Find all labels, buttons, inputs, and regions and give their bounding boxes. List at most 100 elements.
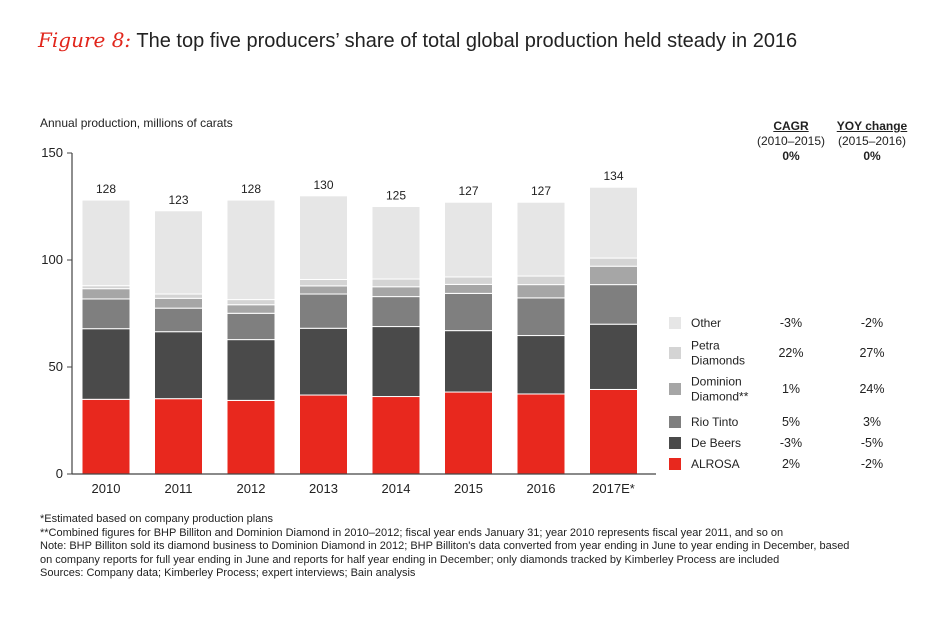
legend-cagr-value: 1% <box>782 382 800 396</box>
bar-segment <box>516 201 566 277</box>
legend-swatch <box>669 317 681 329</box>
legend-yoy-value: 27% <box>859 346 884 360</box>
bar-total-label: 125 <box>386 189 406 203</box>
legend-label: Petra Diamonds <box>691 339 745 368</box>
legend-label: De Beers <box>691 436 741 450</box>
footnote-line: Note: BHP Billiton sold its diamond busi… <box>40 540 850 552</box>
x-tick-label: 2011 <box>165 481 193 496</box>
legend-label-line: Petra <box>691 339 720 353</box>
bar-segment <box>81 398 131 475</box>
bar-segment <box>444 391 493 475</box>
x-tick-label: 2012 <box>237 481 266 496</box>
legend-yoy-value: -5% <box>861 436 883 450</box>
y-tick-label: 150 <box>41 145 63 160</box>
legend-label-line: Diamond** <box>691 390 749 404</box>
bar-total-label: 128 <box>96 182 116 196</box>
bar-segment <box>299 285 348 295</box>
legend-yoy-value: -2% <box>861 457 883 471</box>
bar-segment <box>589 265 638 286</box>
legend-label-line: Diamonds <box>691 354 745 368</box>
x-tick-label: 2013 <box>309 481 338 496</box>
bar-segment <box>81 199 131 287</box>
bar-segment <box>516 297 566 337</box>
bar-total-label: 130 <box>313 178 333 192</box>
bar-segment <box>371 326 421 398</box>
bar-total-label: 128 <box>241 182 261 196</box>
legend-cagr-value: 5% <box>782 415 800 429</box>
yoy-label: YOY change <box>836 119 908 133</box>
bar-segment <box>299 293 348 329</box>
bar-segment <box>589 257 638 267</box>
x-tick-label: 2016 <box>527 481 556 496</box>
bar-segment <box>226 339 276 401</box>
cagr-header: CAGR (2010–2015) 0% <box>748 119 834 164</box>
legend-swatch <box>669 437 681 449</box>
bars-group: 128 123 128 130 125 127 127 134 <box>81 169 638 475</box>
bar-segment <box>371 396 421 475</box>
footnote-line: on company reports for full year ending … <box>40 553 780 566</box>
bar-segment <box>444 201 493 278</box>
footnote-line: **Combined figures for BHP Billiton and … <box>40 526 784 539</box>
bar-segment <box>589 323 638 390</box>
legend-yoy-value: 3% <box>863 415 881 429</box>
bar-segment <box>589 284 638 325</box>
legend-label-line: De Beers <box>691 436 741 450</box>
bar-segment <box>299 327 348 396</box>
x-tick-label: 2014 <box>382 481 411 496</box>
x-tick-label: 2015 <box>454 481 483 496</box>
cagr-label: CAGR <box>773 119 809 133</box>
bar-segment <box>154 307 203 333</box>
bar-segment <box>516 393 566 475</box>
legend-cagr-value: 2% <box>782 457 800 471</box>
y-axis: 0 50 100 150 <box>41 145 73 481</box>
yoy-header: YOY change (2015–2016) 0% <box>829 119 915 164</box>
footnote-line: *Estimated based on company production p… <box>40 513 273 525</box>
legend-label: Dominion Diamond** <box>691 375 749 404</box>
legend-label-line: Rio Tinto <box>691 415 739 429</box>
y-tick-label: 0 <box>56 466 63 481</box>
bar-segment <box>226 399 276 475</box>
x-tick-label: 2017E* <box>592 481 635 496</box>
bar-segment <box>371 278 421 288</box>
x-axis: 2010 2011 2012 2013 2014 2015 2016 2017E* <box>72 473 656 496</box>
bar-total-label: 127 <box>458 184 478 198</box>
bar-segment <box>444 330 493 393</box>
bar-segment <box>444 292 493 332</box>
chart-title: Figure 8: The top five producers’ share … <box>38 28 797 53</box>
footnote-line: Sources: Company data; Kimberley Process… <box>40 567 416 579</box>
figure-label: Figure 8: <box>38 28 132 52</box>
bar-segment <box>154 293 203 299</box>
bar-segment <box>589 186 638 259</box>
legend-yoy-value: -2% <box>861 316 883 330</box>
bar-total-label: 123 <box>168 193 188 207</box>
legend-label-line: ALROSA <box>691 457 740 471</box>
cagr-total: 0% <box>782 149 800 163</box>
bar-segment <box>371 296 421 328</box>
bar-segment <box>299 394 348 475</box>
yoy-period: (2015–2016) <box>837 134 907 148</box>
bar-segment <box>371 286 421 298</box>
legend-yoy-value: 24% <box>859 382 884 396</box>
legend-label: Rio Tinto <box>691 415 739 429</box>
bar-segment <box>154 398 203 475</box>
bar-segment <box>81 288 131 300</box>
y-axis-label: Annual production, millions of carats <box>40 116 233 130</box>
legend-swatch <box>669 347 681 359</box>
title-text: The top five producers’ share of total g… <box>136 30 798 52</box>
legend-swatch <box>669 458 681 470</box>
legend-label-line: Other <box>691 316 721 330</box>
bar-segment <box>516 335 566 395</box>
bar-segment <box>226 312 276 341</box>
bar-segment <box>444 276 493 285</box>
bar-segment <box>444 283 493 294</box>
bar-segment <box>154 331 203 400</box>
bar-segment <box>226 199 276 301</box>
bar-segment <box>589 388 638 475</box>
bar-total-label: 134 <box>603 169 623 183</box>
bar-segment <box>154 210 203 295</box>
bar-total-label: 127 <box>531 184 551 198</box>
yoy-total: 0% <box>863 149 881 163</box>
legend-cagr-value: 22% <box>778 346 803 360</box>
legend-label-line: Dominion <box>691 375 742 389</box>
